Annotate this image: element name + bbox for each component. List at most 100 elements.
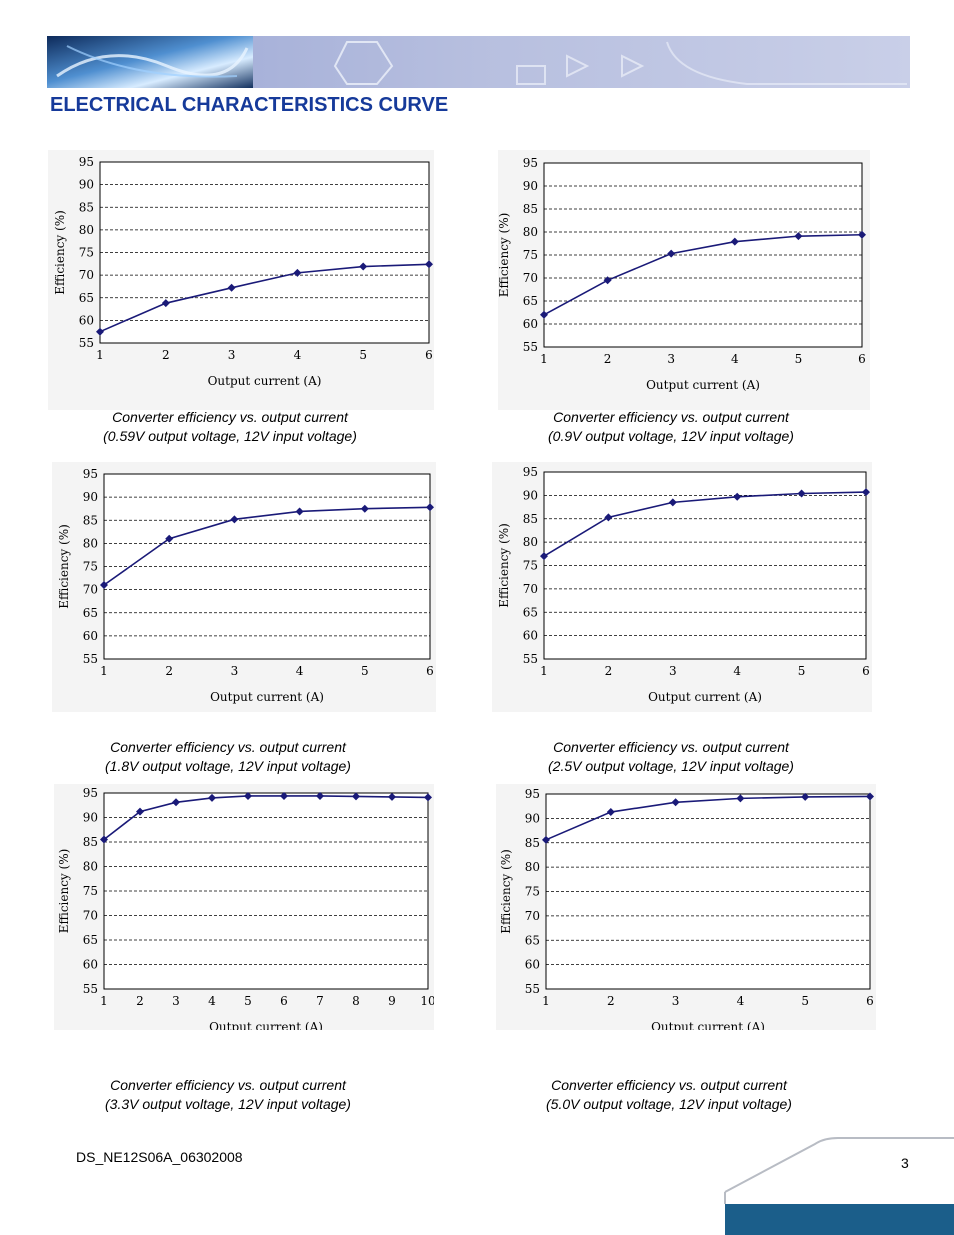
chart-caption-33v: Converter efficiency vs. output current … <box>48 1076 408 1114</box>
y-tick-label: 80 <box>523 225 538 239</box>
x-tick-label: 4 <box>731 352 739 366</box>
chart-panel-059v: 55 60 65 70 75 80 85 90 95 1 2 3 4 5 6 Output current (… <box>48 150 434 410</box>
y-tick-label: 95 <box>83 786 98 800</box>
y-tick-label: 70 <box>83 583 98 597</box>
y-tick-label: 65 <box>523 294 538 308</box>
caption-line-2: (1.8V output voltage, 12V input voltage) <box>105 758 351 774</box>
data-point <box>797 489 806 498</box>
chart-caption-059v: Converter efficiency vs. output current … <box>50 408 410 446</box>
y-tick-label: 80 <box>83 860 98 874</box>
efficiency-chart-09v: 55 60 65 70 75 80 85 90 95 1 2 3 4 5 6 Output current (… <box>498 156 866 392</box>
x-tick-label: 2 <box>162 348 170 362</box>
data-point <box>668 498 677 507</box>
y-tick-label: 90 <box>83 490 98 504</box>
y-axis-label: Efficiency (%) <box>53 210 67 295</box>
data-point <box>603 276 612 285</box>
data-point <box>858 230 866 239</box>
data-point <box>172 798 180 807</box>
x-tick-label: 6 <box>280 994 288 1008</box>
data-point <box>862 488 870 497</box>
y-tick-label: 65 <box>525 933 540 947</box>
x-tick-label: 3 <box>669 664 677 678</box>
data-point <box>542 835 550 844</box>
x-tick-label: 5 <box>795 352 803 366</box>
x-tick-label: 6 <box>426 664 434 678</box>
y-tick-label: 75 <box>83 560 98 574</box>
y-tick-label: 80 <box>79 223 94 237</box>
x-tick-label: 7 <box>316 994 324 1008</box>
y-tick-label: 60 <box>523 317 538 331</box>
data-point <box>227 283 236 292</box>
y-tick-label: 95 <box>79 155 94 169</box>
data-point <box>425 260 433 269</box>
y-tick-label: 90 <box>523 488 538 502</box>
x-tick-label: 5 <box>359 348 367 362</box>
caption-line-2: (0.59V output voltage, 12V input voltage… <box>103 428 357 444</box>
y-axis-label: Efficiency (%) <box>57 849 71 934</box>
chart-caption-50v: Converter efficiency vs. output current … <box>489 1076 849 1114</box>
x-tick-label: 2 <box>604 352 612 366</box>
banner-photo <box>47 36 253 88</box>
footer-bar <box>725 1204 954 1235</box>
x-tick-label: 4 <box>737 994 745 1008</box>
series-line <box>99 263 430 333</box>
caption-line-1: Converter efficiency vs. output current <box>551 1077 787 1093</box>
y-tick-label: 80 <box>83 536 98 550</box>
x-tick-label: 6 <box>862 664 870 678</box>
y-tick-label: 80 <box>523 535 538 549</box>
chart-caption-25v: Converter efficiency vs. output current … <box>491 738 851 776</box>
data-point <box>424 793 432 802</box>
x-axis-label: Output current (A) <box>209 1020 323 1030</box>
caption-line-1: Converter efficiency vs. output current <box>553 409 789 425</box>
x-tick-label: 4 <box>208 994 216 1008</box>
y-tick-label: 85 <box>83 513 98 527</box>
y-tick-label: 85 <box>83 835 98 849</box>
x-axis-label: Output current (A) <box>210 690 324 704</box>
x-tick-label: 5 <box>244 994 252 1008</box>
y-tick-label: 55 <box>523 340 538 354</box>
efficiency-chart-50v: 55 60 65 70 75 80 85 90 95 1 2 3 4 5 6 Output current (… <box>499 787 874 1030</box>
y-tick-label: 60 <box>83 958 98 972</box>
data-point <box>352 792 360 801</box>
x-tick-label: 3 <box>172 994 180 1008</box>
x-tick-label: 3 <box>231 664 239 678</box>
series-line <box>543 233 863 316</box>
x-tick-label: 6 <box>866 994 874 1008</box>
data-point <box>540 310 548 319</box>
x-tick-label: 5 <box>798 664 806 678</box>
caption-line-2: (3.3V output voltage, 12V input voltage) <box>105 1096 351 1112</box>
y-tick-label: 75 <box>79 246 94 260</box>
y-axis-label: Efficiency (%) <box>497 523 511 608</box>
x-axis-label: Output current (A) <box>648 690 762 704</box>
data-point <box>360 504 369 513</box>
document-code: DS_NE12S06A_06302008 <box>76 1149 243 1165</box>
y-tick-label: 70 <box>83 909 98 923</box>
y-tick-label: 85 <box>79 200 94 214</box>
y-tick-label: 55 <box>523 652 538 666</box>
x-tick-label: 1 <box>542 994 550 1008</box>
y-tick-label: 75 <box>83 884 98 898</box>
data-point <box>100 835 108 844</box>
efficiency-chart-33v: 55 60 65 70 75 80 85 90 95 1 2 3 4 5 6 7 8 9 10 Output curr… <box>57 786 434 1030</box>
series-line <box>545 795 871 841</box>
x-tick-label: 8 <box>352 994 360 1008</box>
x-tick-label: 2 <box>607 994 615 1008</box>
data-point <box>604 513 613 522</box>
x-tick-label: 1 <box>100 994 108 1008</box>
data-point <box>136 807 144 816</box>
x-tick-label: 1 <box>540 352 548 366</box>
chart-panel-50v: 55 60 65 70 75 80 85 90 95 1 2 3 4 5 6 Output current (… <box>496 784 876 1030</box>
caption-line-1: Converter efficiency vs. output current <box>110 1077 346 1093</box>
data-point <box>426 503 434 512</box>
chart-panel-33v: 55 60 65 70 75 80 85 90 95 1 2 3 4 5 6 7 8 9 10 Output curr… <box>54 784 434 1030</box>
data-point <box>208 793 216 802</box>
y-tick-label: 65 <box>83 606 98 620</box>
y-tick-label: 90 <box>79 178 94 192</box>
y-axis-label: Efficiency (%) <box>57 524 71 609</box>
x-tick-label: 1 <box>100 664 108 678</box>
y-tick-label: 75 <box>525 885 540 899</box>
y-tick-label: 60 <box>79 313 94 327</box>
y-tick-label: 55 <box>525 982 540 996</box>
x-tick-label: 5 <box>361 664 369 678</box>
header-banner-graphic <box>47 36 910 88</box>
